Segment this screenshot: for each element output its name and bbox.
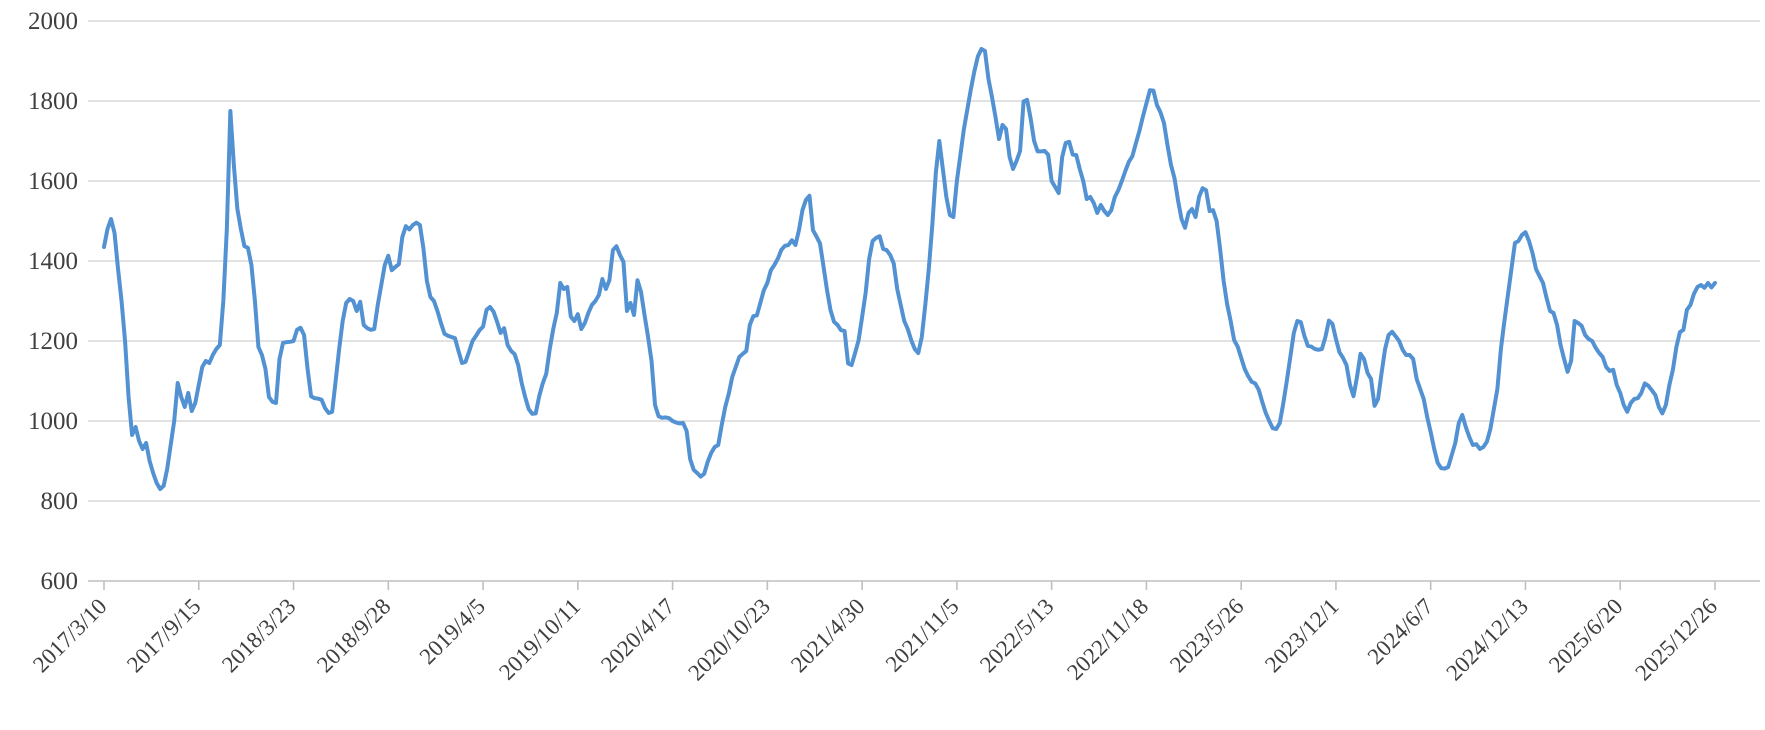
y-axis-label: 1000 (28, 408, 78, 435)
x-axis (88, 580, 1760, 590)
price-line (102, 47, 1717, 491)
y-axis-label: 1600 (28, 168, 78, 195)
y-axis-label: 600 (40, 568, 79, 595)
gridlines (88, 20, 1760, 502)
y-axis-label: 1200 (28, 328, 78, 355)
y-axis-label: 1400 (28, 248, 78, 275)
y-axis-label: 2000 (28, 8, 78, 35)
y-axis-label: 800 (40, 488, 79, 515)
y-axis-label: 1800 (28, 88, 78, 115)
series-lines (102, 47, 1717, 491)
